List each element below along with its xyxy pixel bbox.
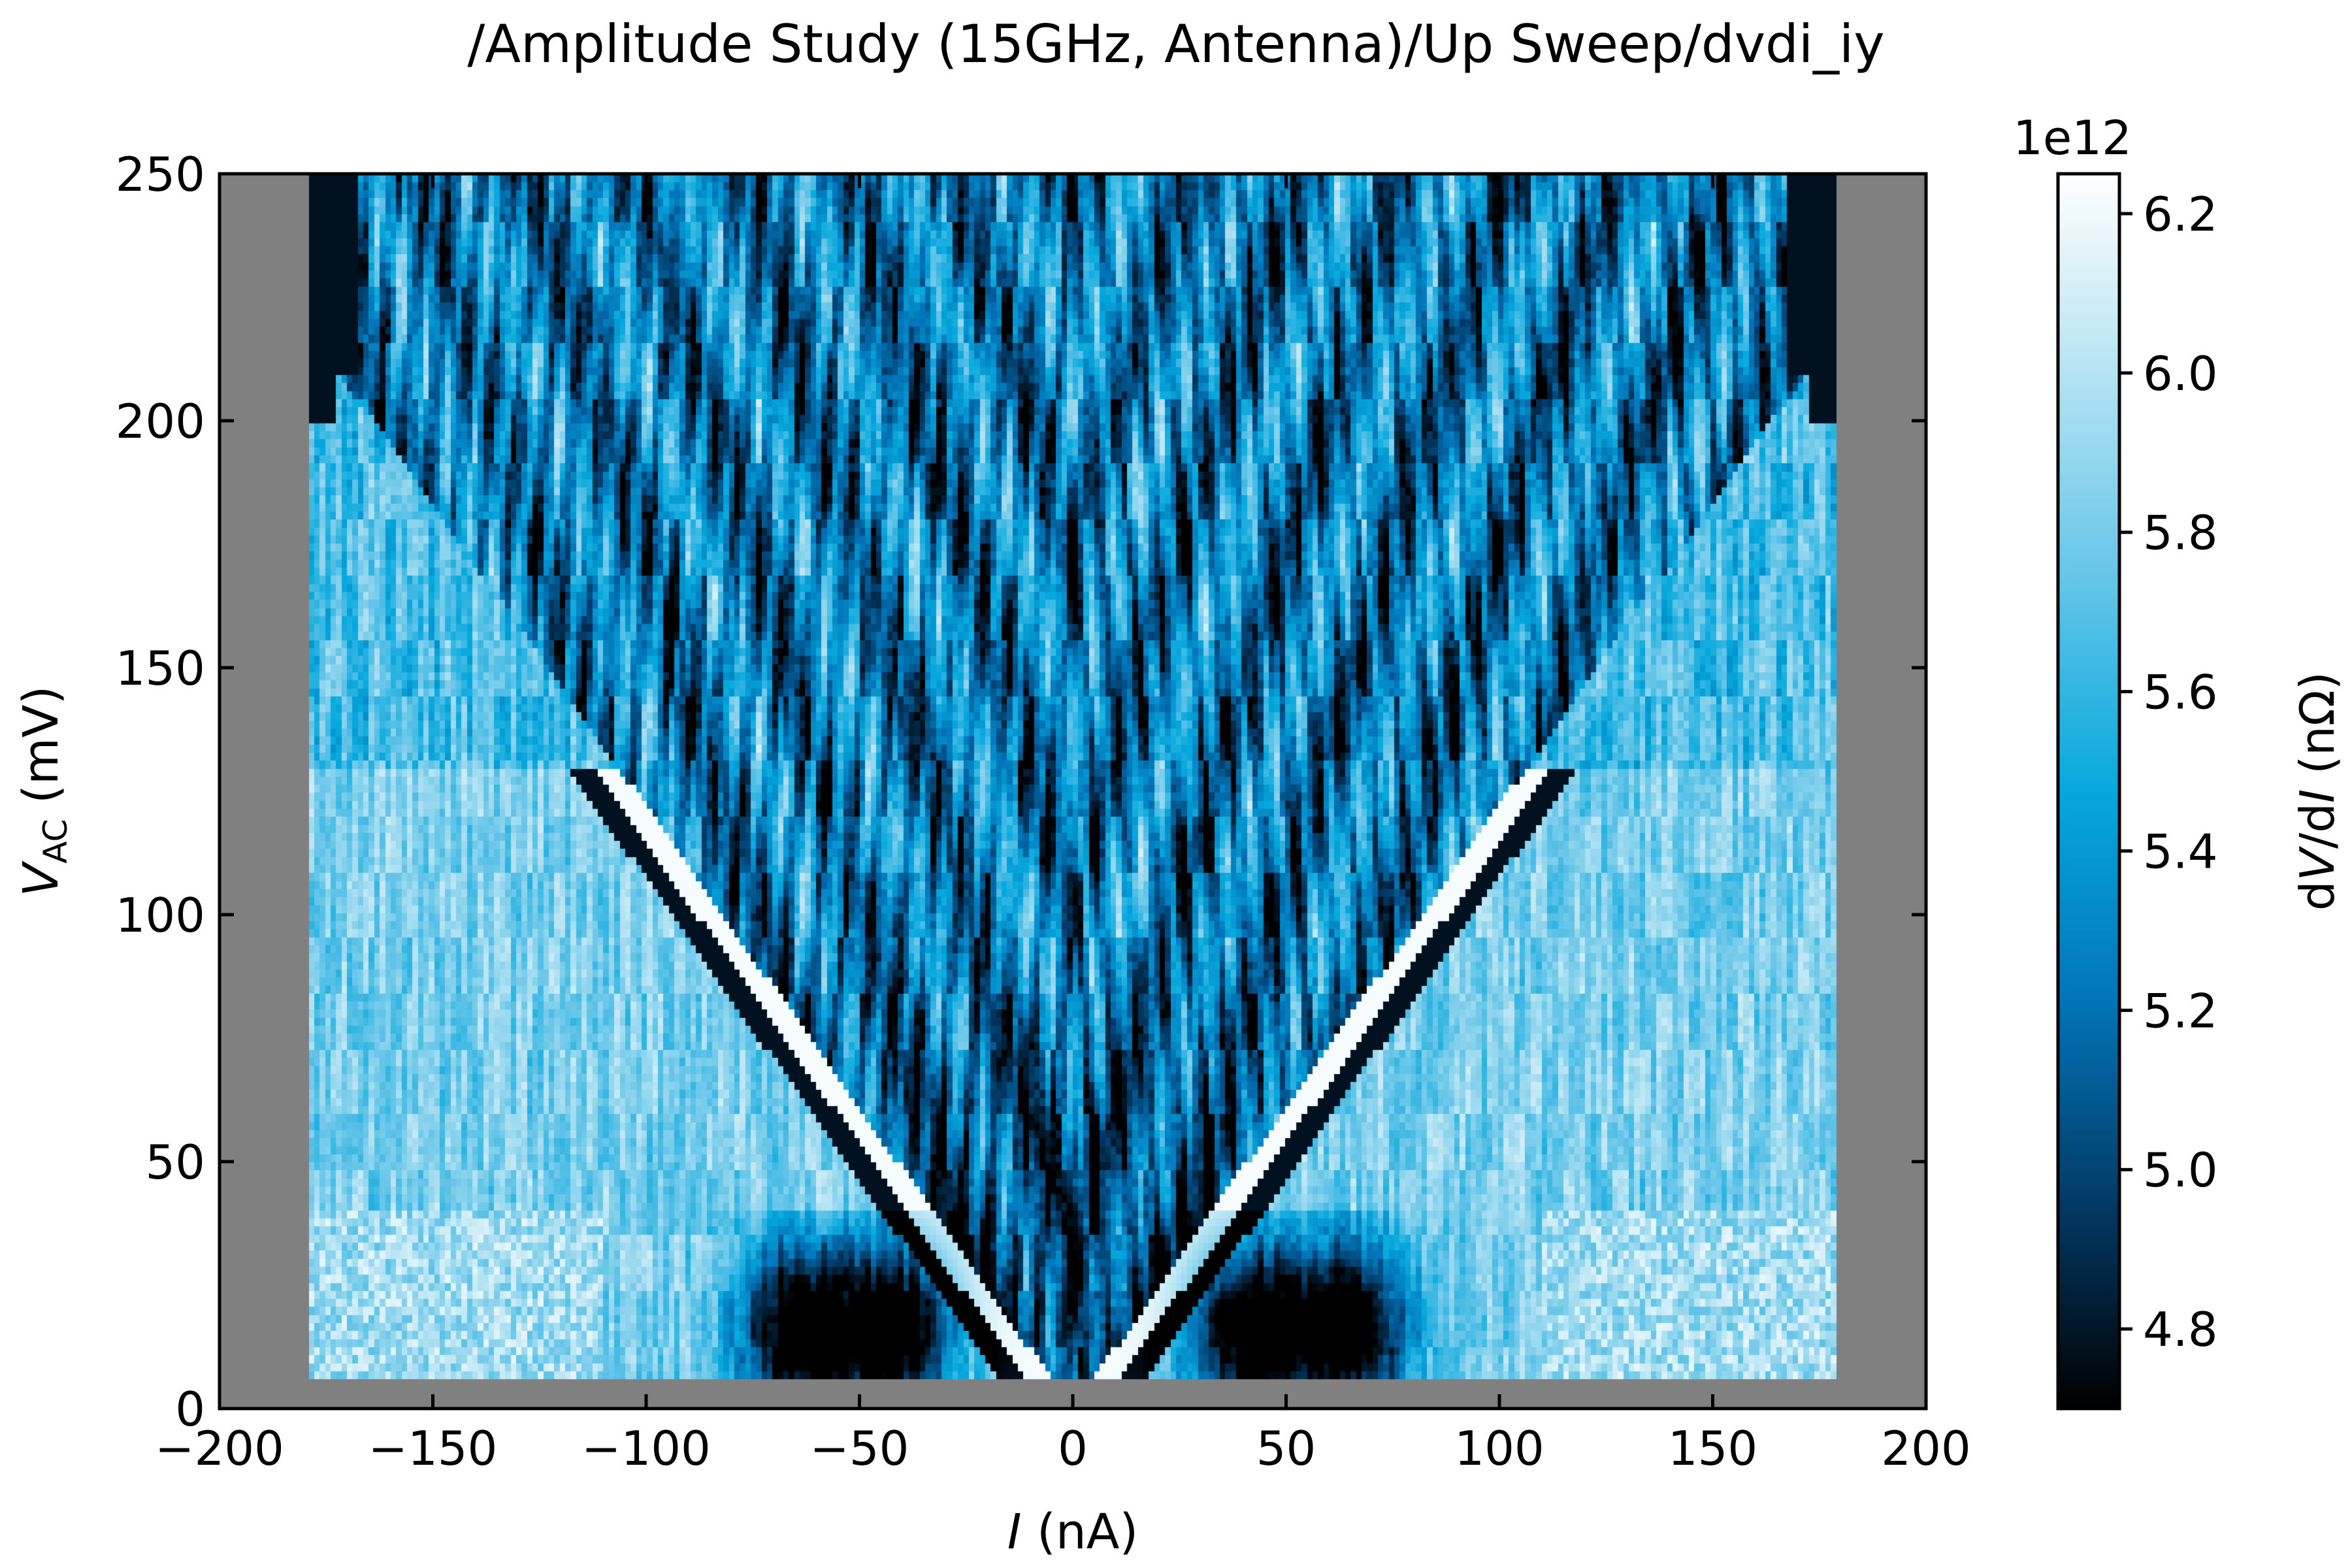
colorbar-tick-label: 5.2 <box>2143 983 2218 1038</box>
y-tick-label: 200 <box>116 394 205 449</box>
x-tick-label: 50 <box>1256 1421 1316 1476</box>
heatmap-canvas <box>220 174 1926 1409</box>
x-axis-ticks: −200 −150 −100 −50 0 50 100 150 200 <box>155 174 1971 1476</box>
colorbar-label-d1: d <box>2290 881 2345 911</box>
colorbar-tick-label: 5.0 <box>2143 1143 2218 1198</box>
x-tick-label: −100 <box>581 1421 711 1476</box>
y-tick-label: 50 <box>145 1135 205 1190</box>
y-tick-label: 150 <box>116 641 205 696</box>
y-axis-label-symbol: V <box>13 860 69 896</box>
colorbar-tick-label: 5.8 <box>2143 506 2218 561</box>
x-tick-label: 150 <box>1668 1421 1757 1476</box>
colorbar-tick-label: 5.4 <box>2143 824 2218 879</box>
heatmap-image <box>220 174 1926 1409</box>
colorbar-label: dV/dI (nΩ) <box>2290 672 2345 911</box>
colorbar-gradient <box>2058 174 2119 1409</box>
y-axis-label: VAC (mV) <box>13 686 74 897</box>
colorbar-tick-label: 5.6 <box>2143 665 2218 720</box>
y-axis-label-unit: (mV) <box>13 686 69 819</box>
y-axis-ticks: 0 50 100 150 200 250 <box>116 147 1926 1437</box>
x-axis-label-unit: (nA) <box>1022 1504 1139 1560</box>
colorbar-offset-label: 1e12 <box>2013 110 2132 165</box>
colorbar-tick-label: 6.0 <box>2143 346 2218 401</box>
x-tick-label: −200 <box>155 1421 284 1476</box>
y-tick-label: 100 <box>116 888 205 943</box>
x-tick-label: 200 <box>1881 1421 1970 1476</box>
y-tick-label: 250 <box>116 147 205 202</box>
colorbar-tick-label: 4.8 <box>2143 1302 2218 1357</box>
colorbar-ticks: 4.8 5.0 5.2 5.4 5.6 5.8 6.0 6.2 <box>2119 187 2218 1357</box>
colorbar: 4.8 5.0 5.2 5.4 5.6 5.8 6.0 6.2 1e12 dV/dI (nΩ) <box>2013 110 2345 1411</box>
y-tick-label: 0 <box>175 1382 205 1437</box>
chart-title: /Amplitude Study (15GHz, Antenna)/Up Swe… <box>467 14 1884 74</box>
colorbar-label-v: V <box>2290 845 2345 881</box>
plot-area: −200 −150 −100 −50 0 50 100 150 200 0 50 100 150 200… <box>116 147 1971 1476</box>
colorbar-label-i: I <box>2290 789 2345 803</box>
colorbar-label-d2: /d <box>2290 803 2345 849</box>
colorbar-frame <box>2056 172 2121 1411</box>
x-tick-label: 0 <box>1058 1421 1088 1476</box>
x-axis-label: I (nA) <box>1007 1504 1139 1560</box>
y-axis-label-subscript: AC <box>37 819 74 864</box>
colorbar-tick-label: 6.2 <box>2143 187 2218 242</box>
colorbar-label-unit: (nΩ) <box>2290 672 2345 789</box>
x-tick-label: 100 <box>1454 1421 1544 1476</box>
x-axis-label-symbol: I <box>1007 1504 1022 1560</box>
x-tick-label: −150 <box>368 1421 498 1476</box>
x-tick-label: −50 <box>810 1421 909 1476</box>
